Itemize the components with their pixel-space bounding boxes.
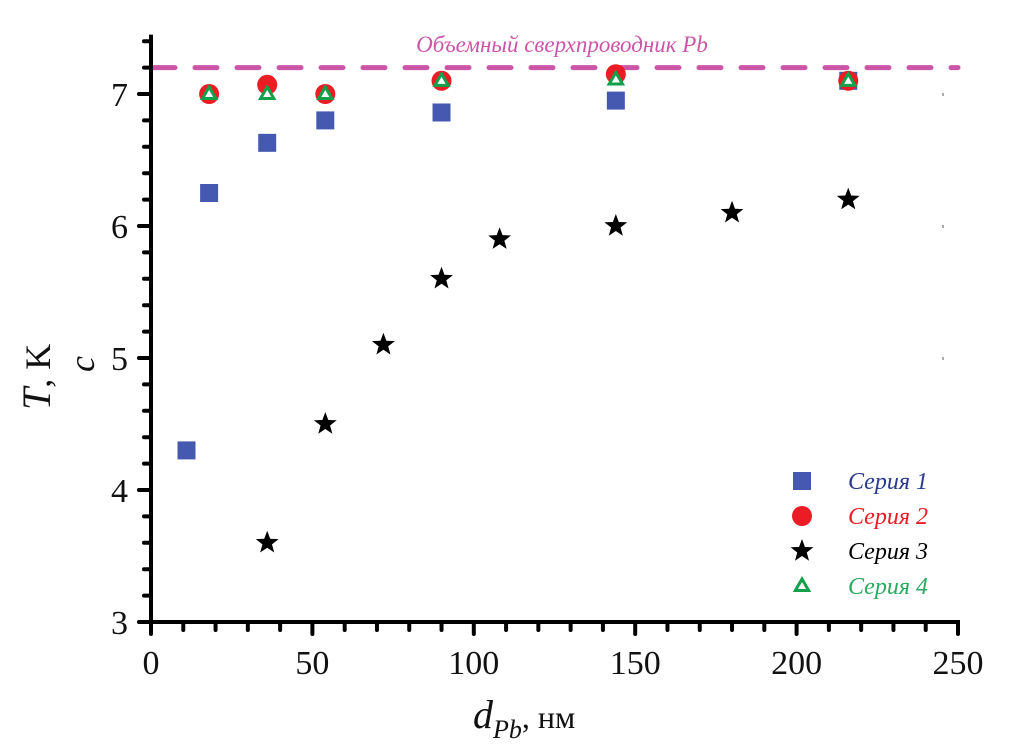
data-point-triangle-open [316, 83, 335, 101]
x-tick-label: 100 [448, 645, 499, 682]
legend-label: Серия 2 [848, 504, 928, 530]
x-tick-label: 0 [143, 645, 160, 682]
series-4 [199, 69, 858, 101]
data-point-star [430, 266, 453, 289]
x-axis-title-sub: Pb [492, 715, 522, 744]
legend-item: Серия 1 [793, 469, 928, 495]
data-point-star [372, 332, 395, 355]
data-point-square [606, 91, 625, 110]
axes-layer: 0 50 100 150 200 250 3 4 5 6 7 [111, 34, 984, 682]
series-3 [255, 187, 860, 553]
data-point-triangle-open [199, 83, 219, 101]
y-axis-title-unit: , K [18, 344, 58, 388]
legend-label: Серия 4 [848, 574, 928, 600]
series-2 [199, 64, 859, 104]
data-point-triangle-open [839, 70, 858, 87]
legend-marker-star [790, 539, 814, 561]
data-point-square [200, 184, 219, 202]
data-point-square [316, 111, 335, 130]
y-tick-label: 3 [111, 605, 128, 642]
data-point-star [836, 187, 860, 210]
data-point-square [258, 133, 277, 152]
y-axis-title-main: T [14, 385, 59, 410]
x-tick-label: 150 [610, 645, 661, 682]
legend-item: Серия 2 [792, 504, 928, 530]
data-point-triangle-open [257, 83, 277, 101]
data-point-triangle-open [606, 69, 626, 86]
y-axis-title: T, K c [14, 344, 102, 410]
x-tick-label: 50 [295, 645, 329, 682]
svg-text:T, K: T, K [14, 344, 59, 410]
data-point-square [177, 441, 196, 460]
y-tick-label: 7 [111, 77, 128, 114]
legend-marker-triangle-open [792, 575, 812, 593]
legend: Серия 1 Серия 2 Серия 3 Серия 4 [790, 469, 928, 600]
y-tick-label: 4 [111, 473, 128, 510]
legend-label: Серия 1 [848, 469, 928, 495]
data-point-star [313, 412, 337, 434]
data-point-triangle-open [432, 70, 451, 87]
legend-item: Серия 3 [790, 539, 928, 565]
data-point-square [432, 103, 451, 122]
reference-line-label: Объемный сверхпроводник Pb [416, 32, 708, 57]
x-axis-title-main: d [473, 692, 494, 737]
legend-label: Серия 3 [848, 539, 928, 565]
x-tick-label: 250 [933, 645, 984, 682]
data-point-star [255, 530, 279, 553]
legend-marker-square [793, 472, 811, 490]
data-points-layer [177, 64, 860, 553]
x-axis-title: dPb, нм [473, 692, 575, 744]
legend-marker-circle [792, 506, 812, 526]
y-tick-label: 6 [111, 209, 128, 246]
y-tick-label: 5 [111, 341, 128, 378]
legend-item: Серия 4 [792, 574, 928, 600]
data-point-star [604, 214, 628, 236]
x-tick-label: 200 [771, 645, 822, 682]
x-axis-title-unit: , нм [522, 699, 575, 735]
data-point-star [720, 200, 744, 223]
series-1 [177, 71, 858, 460]
data-point-star [488, 227, 512, 249]
y-axis-title-sub: c [62, 356, 102, 372]
